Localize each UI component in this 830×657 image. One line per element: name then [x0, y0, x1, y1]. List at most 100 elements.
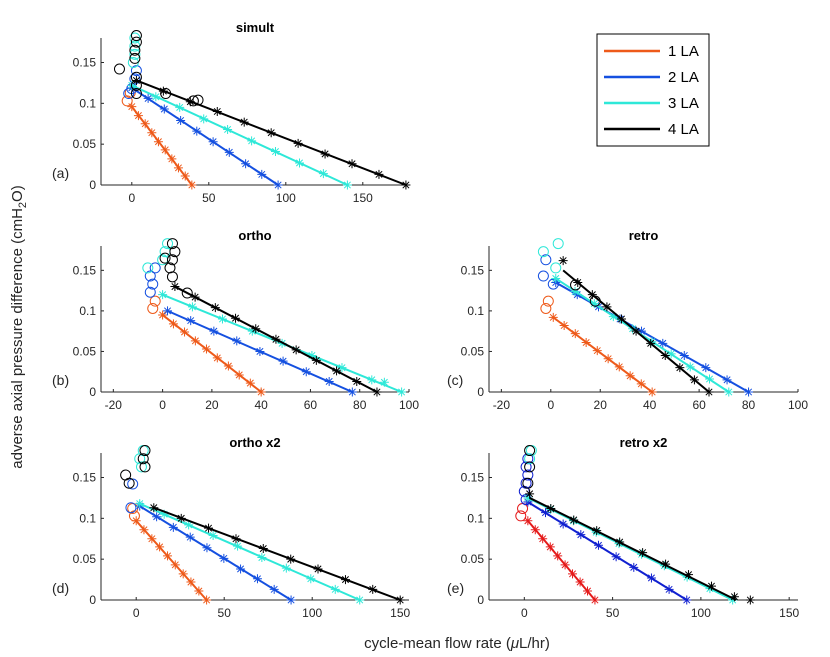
data-circle: [147, 278, 159, 290]
data-star: [525, 489, 535, 499]
data-circle: [121, 95, 133, 107]
data-circle: [515, 510, 527, 522]
series-2-la: [518, 453, 692, 605]
panel-4: 0 50 100 150 0 0.05 0.1 0.15 ortho x2 (d): [52, 435, 411, 620]
y-tick-label: 0.05: [73, 344, 97, 358]
y-tick-label: 0.05: [73, 552, 97, 566]
legend-label: 2 LA: [668, 69, 699, 86]
y-tick-label: 0.1: [79, 96, 96, 110]
x-tick-label: 40: [254, 398, 268, 412]
x-tick-label: 50: [202, 191, 216, 205]
data-circle: [139, 461, 151, 473]
data-circle: [129, 48, 141, 60]
y-tick-label: 0.15: [461, 471, 485, 485]
series-3-la: [134, 445, 365, 605]
x-tick-label: 40: [643, 398, 657, 412]
data-circle: [129, 73, 141, 85]
y-tick-label: 0: [89, 385, 96, 399]
data-circle: [540, 302, 552, 314]
data-star: [684, 570, 694, 580]
data-circle: [537, 270, 549, 282]
fit-line: [131, 86, 279, 186]
y-tick-label: 0.15: [73, 471, 97, 485]
x-tick-label: 100: [691, 606, 711, 620]
y-tick-label: 0.15: [461, 263, 485, 277]
y-tick-label: 0: [477, 593, 484, 607]
series-4-la: [558, 256, 714, 397]
data-circle: [181, 287, 193, 299]
legend: 1 LA 2 LA 3 LA 4 LA: [596, 33, 710, 147]
x-tick-label: 0: [547, 398, 554, 412]
data-star: [158, 310, 168, 320]
data-circle: [522, 469, 534, 481]
data-circle: [129, 44, 141, 56]
data-circle: [130, 88, 142, 100]
data-star: [551, 273, 561, 283]
fit-line: [529, 497, 737, 601]
legend-label: 1 LA: [668, 43, 699, 60]
panel-title: ortho: [238, 228, 271, 243]
series-2-la: [144, 262, 357, 397]
fit-line: [174, 285, 378, 393]
x-tick-label: 150: [779, 606, 799, 620]
fit-line: [139, 505, 292, 601]
fit-line: [562, 269, 710, 393]
data-star: [729, 592, 739, 602]
y-axis-title: adverse axial pressure difference (cmH2O…: [9, 185, 29, 468]
data-circle: [142, 262, 154, 274]
fit-line: [161, 314, 262, 393]
series-4-la: [120, 445, 405, 605]
x-tick-label: 50: [218, 606, 232, 620]
x-tick-label: 50: [606, 606, 620, 620]
fit-line: [527, 501, 688, 601]
data-circle: [113, 63, 125, 75]
panel-3: -20 0 20 40 60 80 100 0 0.05 0.1 0.15 retro (c): [447, 228, 808, 412]
y-tick-label: 0.05: [73, 137, 97, 151]
y-tick-label: 0.15: [73, 56, 97, 70]
data-circle: [166, 271, 178, 283]
series-1-la: [121, 87, 197, 190]
x-tick-label: 0: [521, 606, 528, 620]
x-tick-label: 100: [399, 398, 419, 412]
data-circle: [552, 238, 564, 250]
series-3-la: [523, 445, 738, 605]
data-circle: [524, 461, 536, 473]
legend-entries: 1 LA 2 LA 3 LA 4 LA: [604, 43, 699, 138]
series-1-la: [147, 295, 266, 397]
data-circle: [524, 453, 536, 465]
x-tick-label: 150: [353, 191, 373, 205]
legend-label: 3 LA: [668, 95, 699, 112]
x-tick-label: 0: [133, 606, 140, 620]
panel-letter: (b): [52, 372, 69, 388]
series-3-la: [537, 238, 734, 397]
y-tick-label: 0.1: [79, 511, 96, 525]
panel-1: 0 50 100 150 0 0.05 0.1 0.15 simult (a): [52, 20, 411, 205]
data-circle: [169, 246, 181, 258]
data-star: [590, 595, 600, 605]
x-tick-label: 60: [304, 398, 318, 412]
x-tick-label: 80: [353, 398, 367, 412]
data-circle: [144, 270, 156, 282]
data-circle: [135, 461, 147, 473]
panel-letter: (a): [52, 165, 69, 181]
data-circle: [550, 262, 562, 274]
x-tick-label: -20: [493, 398, 511, 412]
y-tick-label: 0.1: [467, 511, 484, 525]
series-1-la: [540, 295, 657, 397]
data-star: [523, 516, 533, 526]
x-tick-label: 0: [159, 398, 166, 412]
series-1-la: [127, 503, 212, 605]
x-tick-label: 20: [594, 398, 608, 412]
data-circle: [149, 295, 161, 307]
panel-title: ortho x2: [229, 435, 280, 450]
x-tick-label: 20: [205, 398, 219, 412]
legend-box: [596, 33, 710, 147]
fit-line: [136, 79, 407, 186]
data-circle: [542, 295, 554, 307]
data-circle: [537, 246, 549, 258]
x-axis-title: cycle-mean flow rate (μL/hr): [364, 635, 550, 652]
data-circle: [166, 238, 178, 250]
series-4-la: [522, 445, 755, 605]
data-circle: [522, 477, 534, 489]
